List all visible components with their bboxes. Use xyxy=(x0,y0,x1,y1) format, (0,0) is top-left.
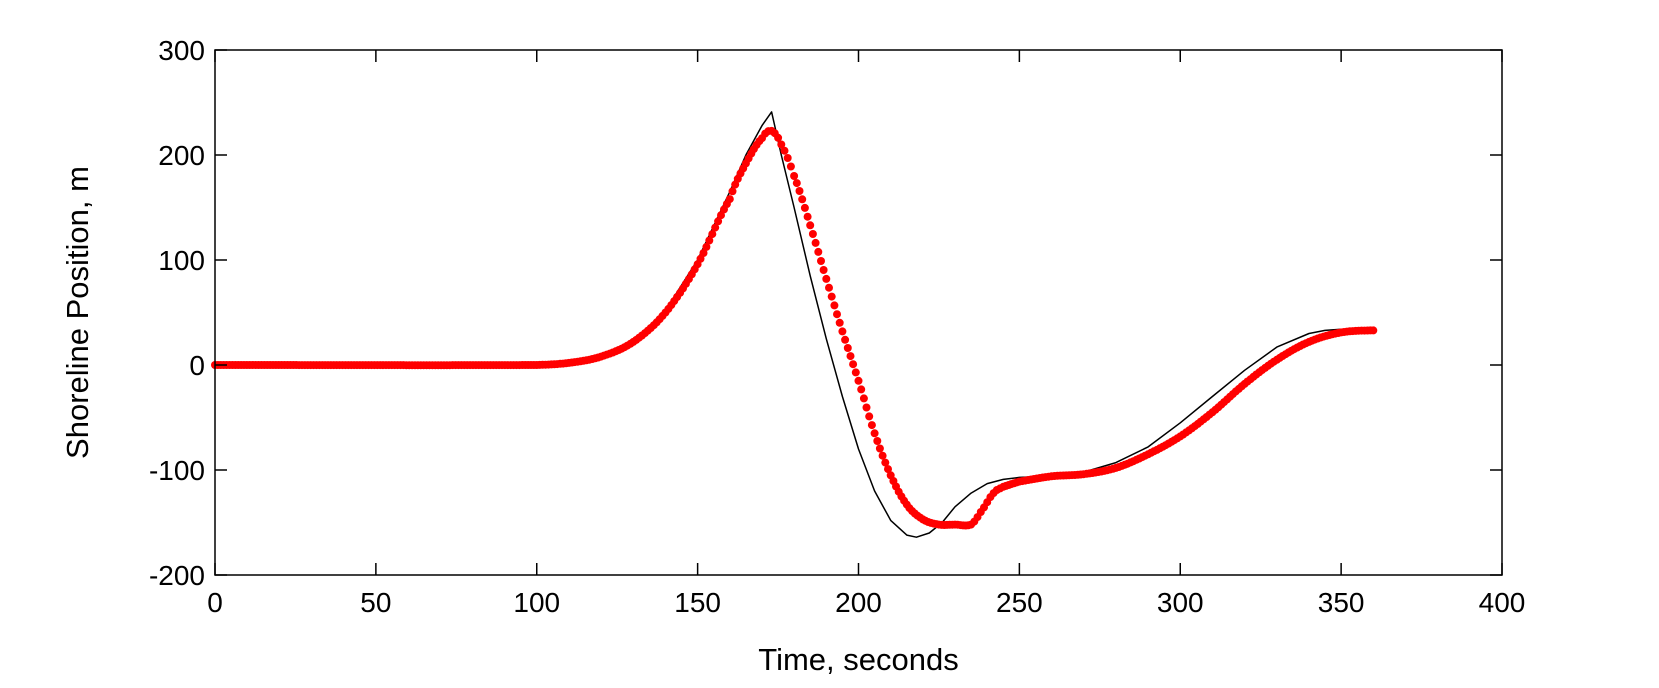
ticks-layer: 0 50 100 150 200 250 300 350 400 -200 -100 0 100 200 3… xyxy=(149,35,1525,618)
data-point xyxy=(827,292,836,301)
data-point xyxy=(814,247,823,256)
data-point xyxy=(870,429,879,438)
x-tick-label: 150 xyxy=(674,587,721,618)
y-tick-label: 100 xyxy=(158,245,205,276)
x-tick-label: 0 xyxy=(207,587,223,618)
y-tick-label: 0 xyxy=(189,350,205,381)
data-point xyxy=(843,344,852,352)
data-point xyxy=(867,421,876,430)
y-tick-label: -100 xyxy=(149,455,205,486)
data-point xyxy=(835,318,844,327)
data-point xyxy=(711,223,720,232)
y-tick-label: 300 xyxy=(158,35,205,66)
series-1-markers xyxy=(211,126,1378,530)
data-point xyxy=(859,394,868,403)
x-tick-label: 250 xyxy=(996,587,1043,618)
data-point xyxy=(830,301,839,310)
x-axis-label: Time, seconds xyxy=(758,642,958,677)
data-point xyxy=(857,385,866,394)
data-point xyxy=(792,179,801,188)
x-tick-label: 200 xyxy=(835,587,882,618)
data-point xyxy=(786,162,795,171)
y-axis-label: Shoreline Position, m xyxy=(60,166,95,459)
data-point xyxy=(825,283,833,292)
data-point xyxy=(841,335,850,344)
x-tick-label: 300 xyxy=(1157,587,1204,618)
data-point xyxy=(795,187,804,195)
data-point xyxy=(728,187,737,196)
data-point xyxy=(817,257,825,265)
data-point xyxy=(875,444,884,453)
data-point xyxy=(725,195,734,204)
data-point xyxy=(862,403,871,412)
data-point xyxy=(714,217,723,226)
data-point xyxy=(806,221,815,230)
data-point xyxy=(865,412,874,421)
data-point xyxy=(819,266,828,274)
data-point xyxy=(878,451,887,460)
data-point xyxy=(833,310,841,319)
data-point xyxy=(884,465,892,474)
x-tick-label: 100 xyxy=(513,587,560,618)
data-point xyxy=(822,274,831,283)
y-tick-label: -200 xyxy=(149,560,205,591)
x-tick-label: 50 xyxy=(360,587,391,618)
data-point xyxy=(854,376,863,385)
data-point xyxy=(811,238,820,247)
data-point xyxy=(790,172,799,180)
data-point xyxy=(1369,326,1378,335)
data-point xyxy=(780,146,789,155)
data-point xyxy=(803,212,812,221)
data-point xyxy=(708,230,717,239)
data-point xyxy=(783,154,792,162)
data-point xyxy=(699,249,708,257)
y-tick-label: 200 xyxy=(158,140,205,171)
data-point xyxy=(774,133,783,142)
data-point xyxy=(800,203,809,212)
data-point xyxy=(705,236,714,245)
data-point xyxy=(881,458,890,467)
series-layer xyxy=(211,111,1378,538)
data-point xyxy=(838,327,847,336)
data-point xyxy=(808,230,817,238)
data-point xyxy=(873,437,882,445)
x-tick-label: 400 xyxy=(1479,587,1526,618)
data-point xyxy=(777,140,786,149)
data-point xyxy=(849,360,858,369)
data-point xyxy=(702,242,711,251)
x-tick-label: 350 xyxy=(1318,587,1365,618)
data-point xyxy=(851,368,860,377)
data-point xyxy=(798,195,807,204)
data-point xyxy=(846,352,855,361)
